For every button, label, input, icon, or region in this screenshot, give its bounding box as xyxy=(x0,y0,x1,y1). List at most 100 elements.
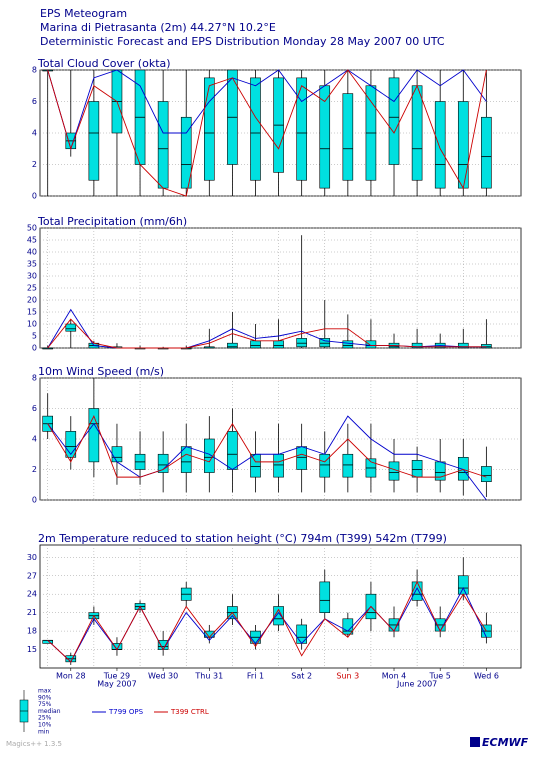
x-tick-label: Wed 6 xyxy=(474,672,499,681)
panel-title: Total Precipitation (mm/6h) xyxy=(37,215,187,228)
legend-label: T799 OPS xyxy=(108,708,144,716)
box xyxy=(273,453,284,478)
box xyxy=(204,77,215,181)
box xyxy=(457,456,469,481)
box xyxy=(319,338,331,348)
box xyxy=(434,101,446,189)
box xyxy=(204,438,215,473)
forecast-line xyxy=(47,69,487,151)
box xyxy=(157,640,169,650)
y-tick-label: 4 xyxy=(32,435,37,444)
forecast-line xyxy=(47,69,487,197)
panel-title: Total Cloud Cover (okta) xyxy=(37,57,171,70)
y-tick-label: 2 xyxy=(32,160,37,169)
box xyxy=(111,446,123,463)
box xyxy=(319,581,331,613)
y-tick-label: 18 xyxy=(27,627,37,636)
box xyxy=(411,85,423,181)
y-tick-label: 27 xyxy=(27,571,37,580)
y-tick-label: 21 xyxy=(27,608,37,617)
x-tick-label: Sun 3 xyxy=(336,672,359,681)
legend-box-label: 10% xyxy=(38,722,52,729)
x-tick-label: Tue 29 xyxy=(103,672,130,681)
x-tick-label: Wed 30 xyxy=(148,672,178,681)
x-tick-label: Mon 28 xyxy=(56,672,86,681)
page-title: EPS Meteogram xyxy=(40,7,127,20)
x-tick-label: Thu 31 xyxy=(194,672,223,681)
y-tick-label: 45 xyxy=(27,236,37,245)
box xyxy=(88,408,100,463)
logo: ECMWF xyxy=(482,736,529,749)
box xyxy=(296,446,307,470)
legend-box-label: 75% xyxy=(38,701,52,708)
legend-box-label: 25% xyxy=(38,715,52,722)
legend-box-label: median xyxy=(38,708,61,715)
box xyxy=(250,453,261,478)
y-tick-label: 30 xyxy=(27,553,37,562)
box xyxy=(273,606,284,626)
box xyxy=(411,460,423,478)
forecast-line xyxy=(47,415,487,478)
box xyxy=(250,77,261,181)
box xyxy=(157,101,169,189)
y-tick-label: 10 xyxy=(27,320,37,329)
box xyxy=(157,453,169,473)
panel-title: 10m Wind Speed (m/s) xyxy=(38,365,164,378)
box xyxy=(227,431,238,470)
y-tick-label: 6 xyxy=(32,404,37,413)
y-tick-label: 40 xyxy=(27,248,37,257)
y-tick-label: 2 xyxy=(32,465,37,474)
location: Marina di Pietrasanta (2m) 44.27°N 10.2°… xyxy=(40,21,276,34)
box xyxy=(457,342,469,349)
y-tick-label: 25 xyxy=(27,284,37,293)
y-tick-label: 4 xyxy=(32,129,37,138)
y-tick-label: 35 xyxy=(27,260,37,269)
box xyxy=(411,342,423,349)
forecast-line xyxy=(47,308,487,349)
forecast-line xyxy=(47,318,487,349)
plot-frame xyxy=(39,544,522,669)
box xyxy=(88,101,100,181)
y-tick-label: 15 xyxy=(27,645,37,654)
month-label: June 2007 xyxy=(396,680,437,689)
box xyxy=(227,342,238,349)
box xyxy=(457,575,469,595)
box xyxy=(342,340,354,349)
box xyxy=(296,624,307,644)
version: Magics++ 1.3.5 xyxy=(6,740,62,748)
box xyxy=(365,340,377,349)
legend-label: T399 CTRL xyxy=(170,708,209,716)
box xyxy=(342,618,354,635)
box xyxy=(481,466,492,483)
box xyxy=(342,453,354,478)
x-tick-label: Tue 5 xyxy=(429,672,451,681)
y-tick-label: 0 xyxy=(32,344,37,353)
x-tick-label: Mon 4 xyxy=(382,672,407,681)
legend-box-label: 90% xyxy=(38,694,52,701)
box xyxy=(481,344,492,349)
box xyxy=(411,581,423,601)
legend-box-label: min xyxy=(38,728,50,735)
box xyxy=(180,116,192,189)
box xyxy=(65,431,77,458)
logo-icon xyxy=(470,737,480,747)
y-tick-label: 8 xyxy=(32,66,37,75)
y-tick-label: 8 xyxy=(32,374,37,383)
y-tick-label: 15 xyxy=(27,308,37,317)
y-tick-label: 30 xyxy=(27,272,37,281)
y-tick-label: 50 xyxy=(27,224,37,233)
box xyxy=(342,93,354,181)
panel-title: 2m Temperature reduced to station height… xyxy=(38,532,447,545)
box xyxy=(296,338,307,348)
forecast-line xyxy=(47,580,487,663)
box xyxy=(319,453,331,478)
box xyxy=(388,77,400,165)
legend-box-label: max xyxy=(38,688,52,695)
y-tick-label: 5 xyxy=(32,332,37,341)
box xyxy=(250,340,261,349)
box xyxy=(273,340,284,349)
y-tick-label: 6 xyxy=(32,97,37,106)
month-label: May 2007 xyxy=(97,680,136,689)
y-tick-label: 24 xyxy=(27,590,37,599)
